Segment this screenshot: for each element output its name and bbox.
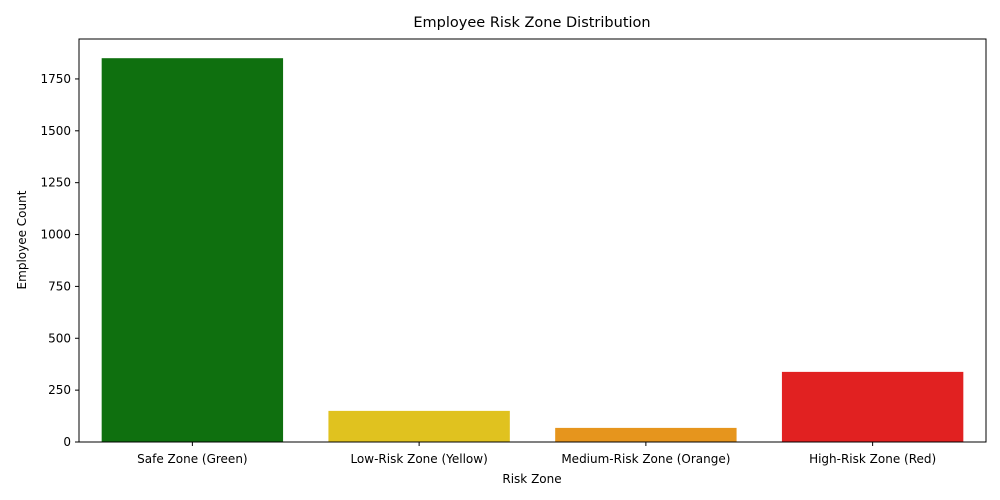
y-tick-label-5: 1250	[40, 176, 71, 190]
y-tick-label-7: 1750	[40, 72, 71, 86]
chart-title: Employee Risk Zone Distribution	[413, 15, 650, 31]
y-tick-label-3: 750	[48, 279, 71, 293]
bar-0	[101, 58, 284, 442]
plot-frame	[78, 38, 987, 443]
y-axis: 0 250 500 750 1000 1250 1500 1750	[40, 72, 79, 449]
y-tick-label-6: 1500	[40, 124, 71, 138]
x-tick-label-1: Low-Risk Zone (Yellow)	[350, 452, 487, 466]
y-tick-label-2: 500	[48, 331, 71, 345]
x-tick-label-2: Medium-Risk Zone (Orange)	[561, 452, 730, 466]
x-tick-label-0: Safe Zone (Green)	[137, 452, 247, 466]
y-tick-label-4: 1000	[40, 228, 71, 242]
x-tick-label-3: High-Risk Zone (Red)	[809, 452, 936, 466]
x-axis: Safe Zone (Green) Low-Risk Zone (Yellow) M…	[137, 442, 936, 466]
x-axis-label: Risk Zone	[502, 472, 561, 486]
bar-2	[555, 427, 737, 442]
y-tick-label-0: 0	[63, 435, 71, 449]
bar-3	[781, 371, 964, 442]
bar-1	[328, 410, 510, 442]
bars-layer	[101, 58, 964, 442]
y-axis-label: Employee Count	[15, 190, 29, 289]
y-tick-label-1: 250	[48, 383, 71, 397]
